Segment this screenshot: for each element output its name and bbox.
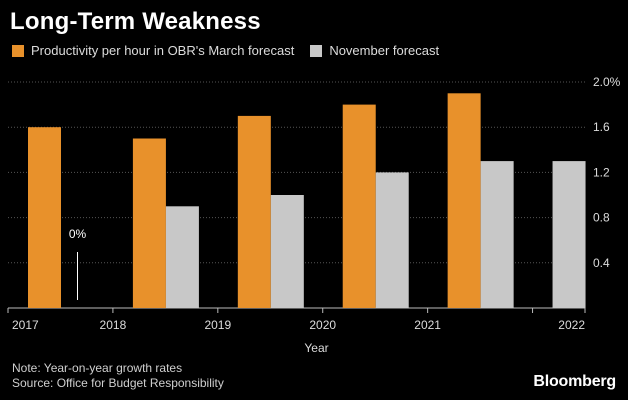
y-tick-label: 1.2 — [593, 165, 610, 179]
bar-november-2018 — [165, 206, 199, 308]
x-tick-label: 2019 — [204, 318, 231, 332]
bar-march-2021 — [447, 93, 481, 308]
bloomberg-logo: Bloomberg — [533, 373, 616, 390]
x-tick-label: 2017 — [12, 318, 39, 332]
legend-label-march: Productivity per hour in OBR's March for… — [31, 43, 295, 58]
x-tick-label: 2020 — [309, 318, 336, 332]
footnote: Note: Year-on-year growth rates Source: … — [12, 361, 224, 391]
bar-november-2022 — [552, 161, 586, 308]
bar-november-2019 — [270, 195, 304, 308]
bar-march-2019 — [237, 115, 271, 309]
legend-swatch-march — [12, 44, 24, 57]
x-tick-label: 2022 — [558, 318, 585, 332]
bar-november-2020 — [375, 172, 409, 308]
legend-item-november: November forecast — [310, 43, 439, 58]
bar-march-2017 — [28, 127, 61, 308]
chart-title: Long-Term Weakness — [10, 8, 261, 35]
bar-november-2021 — [480, 161, 514, 308]
legend-swatch-november — [310, 44, 323, 57]
source-text: Source: Office for Budget Responsibility — [12, 376, 224, 390]
annotation-label: 0% — [69, 227, 87, 241]
y-tick-label: 0.8 — [593, 211, 610, 225]
legend-item-march: Productivity per hour in OBR's March for… — [12, 43, 294, 58]
x-axis-label: Year — [304, 341, 328, 355]
bar-march-2018 — [132, 138, 166, 308]
y-tick-label: 0.4 — [593, 256, 610, 270]
y-tick-label: 2.0% — [593, 75, 621, 89]
legend-label-november: November forecast — [329, 43, 440, 58]
note-text: Note: Year-on-year growth rates — [12, 361, 183, 375]
y-tick-label: 1.6 — [593, 120, 610, 134]
x-tick-label: 2021 — [414, 318, 441, 332]
bar-march-2020 — [342, 104, 376, 308]
legend: Productivity per hour in OBR's March for… — [12, 43, 455, 58]
x-tick-label: 2018 — [100, 318, 127, 332]
